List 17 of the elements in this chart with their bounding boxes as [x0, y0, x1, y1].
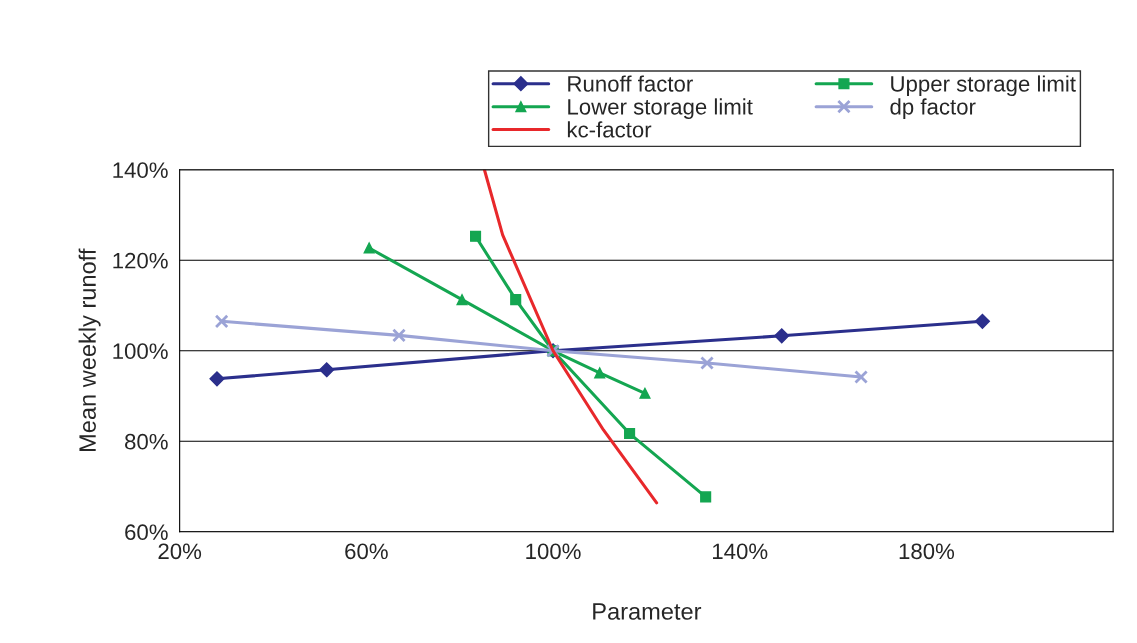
y-tick-label: 80%	[125, 433, 168, 450]
legend-label: Upper storage limit	[891, 75, 1076, 97]
y-tick-label: 140%	[113, 162, 168, 179]
x-tick-label: 100%	[526, 543, 581, 560]
legend-label: dp factor	[890, 98, 976, 120]
x-axis-title: Parameter	[593, 603, 702, 620]
legend-label: Lower storage limit	[568, 98, 753, 120]
x-tick-label: 180%	[899, 543, 955, 560]
x-tick-label: 60%	[345, 543, 388, 560]
legend-label: kc-factor	[567, 121, 652, 138]
y-axis-title: Mean weekly runoff	[78, 248, 101, 451]
x-tick-label: 20%	[158, 543, 202, 560]
legend-label: Runoff factor	[568, 75, 693, 92]
y-tick-label: 120%	[113, 252, 168, 269]
x-tick-label: 140%	[713, 543, 768, 560]
y-tick-label: 100%	[113, 343, 168, 360]
y-tick-label: 60%	[125, 524, 168, 541]
